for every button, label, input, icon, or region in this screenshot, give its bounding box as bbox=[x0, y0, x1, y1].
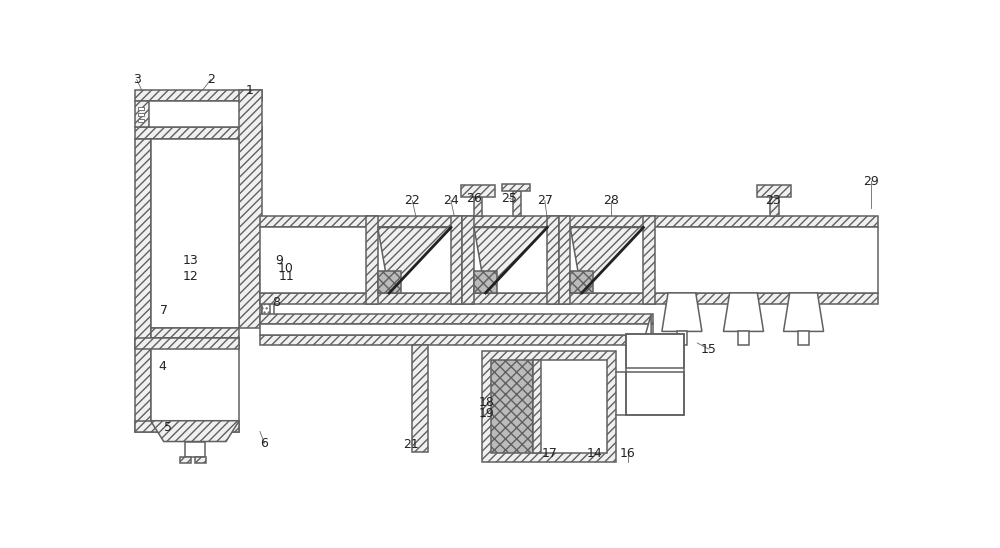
Polygon shape bbox=[784, 293, 824, 332]
Text: 8: 8 bbox=[272, 296, 280, 310]
Text: 14: 14 bbox=[587, 447, 603, 460]
Bar bbox=[151, 139, 239, 328]
Bar bbox=[502, 184, 530, 191]
Bar bbox=[195, 457, 206, 463]
Bar bbox=[770, 197, 779, 216]
Bar bbox=[643, 216, 655, 305]
Bar bbox=[474, 271, 497, 293]
Text: 7: 7 bbox=[160, 304, 168, 317]
Bar bbox=[135, 421, 239, 431]
Bar bbox=[147, 101, 251, 127]
Polygon shape bbox=[723, 293, 764, 332]
Bar bbox=[451, 216, 462, 305]
Bar bbox=[138, 119, 144, 122]
Text: 11: 11 bbox=[278, 270, 294, 283]
Text: 23: 23 bbox=[765, 194, 781, 207]
Bar bbox=[260, 273, 271, 282]
Bar bbox=[366, 216, 378, 305]
Polygon shape bbox=[474, 227, 547, 293]
Text: 15: 15 bbox=[701, 342, 717, 356]
Bar bbox=[135, 139, 151, 431]
Bar bbox=[260, 293, 878, 305]
Bar bbox=[151, 338, 239, 431]
Text: 21: 21 bbox=[403, 438, 419, 451]
Bar bbox=[262, 282, 270, 327]
Bar bbox=[260, 254, 274, 327]
Bar bbox=[151, 328, 239, 338]
Bar bbox=[260, 315, 653, 324]
Bar bbox=[461, 185, 495, 197]
Text: 26: 26 bbox=[466, 192, 482, 205]
Text: 19: 19 bbox=[478, 407, 494, 420]
Text: 6: 6 bbox=[261, 437, 268, 449]
Bar bbox=[185, 442, 205, 457]
Text: 28: 28 bbox=[603, 194, 619, 207]
Bar bbox=[412, 345, 428, 452]
Bar bbox=[474, 197, 482, 216]
Text: 4: 4 bbox=[158, 359, 166, 373]
Bar bbox=[533, 360, 607, 453]
Polygon shape bbox=[570, 227, 643, 293]
Bar bbox=[547, 216, 559, 305]
Text: 27: 27 bbox=[537, 194, 553, 207]
Text: 12: 12 bbox=[183, 270, 199, 283]
Bar bbox=[135, 127, 262, 139]
Bar bbox=[533, 360, 541, 453]
Text: 1: 1 bbox=[245, 84, 253, 97]
Polygon shape bbox=[378, 227, 451, 293]
Bar bbox=[135, 90, 262, 101]
Bar bbox=[138, 113, 144, 116]
Bar bbox=[677, 332, 687, 345]
Bar bbox=[482, 351, 616, 463]
Text: 22: 22 bbox=[405, 194, 420, 207]
Text: 3: 3 bbox=[133, 73, 141, 86]
Text: 16: 16 bbox=[620, 447, 636, 460]
Bar bbox=[512, 191, 521, 216]
Text: 24: 24 bbox=[443, 194, 459, 207]
Bar bbox=[757, 185, 791, 197]
Bar bbox=[378, 271, 401, 293]
Polygon shape bbox=[151, 421, 239, 442]
Text: 10: 10 bbox=[277, 262, 293, 275]
Bar bbox=[626, 334, 684, 415]
Text: 9: 9 bbox=[275, 254, 283, 267]
Bar bbox=[462, 216, 474, 305]
Bar bbox=[260, 254, 271, 264]
Text: 2: 2 bbox=[207, 73, 215, 86]
Bar bbox=[626, 334, 684, 368]
Bar bbox=[260, 227, 878, 293]
Bar bbox=[260, 324, 653, 335]
Bar bbox=[180, 457, 191, 463]
Bar bbox=[260, 335, 653, 345]
Bar bbox=[239, 90, 262, 328]
Text: 5: 5 bbox=[164, 421, 172, 434]
Text: 13: 13 bbox=[183, 254, 199, 267]
Bar bbox=[491, 360, 533, 453]
Bar bbox=[138, 106, 144, 110]
Bar bbox=[626, 372, 684, 415]
Text: 17: 17 bbox=[542, 447, 557, 460]
Bar bbox=[798, 332, 809, 345]
Polygon shape bbox=[646, 315, 651, 353]
Text: 25: 25 bbox=[501, 192, 517, 205]
Bar bbox=[135, 101, 149, 127]
Bar bbox=[738, 332, 749, 345]
Bar bbox=[260, 216, 878, 227]
Bar bbox=[559, 216, 570, 305]
Bar bbox=[570, 271, 593, 293]
Bar bbox=[651, 335, 666, 355]
Bar bbox=[262, 264, 270, 273]
Bar bbox=[135, 338, 239, 349]
Text: 18: 18 bbox=[478, 396, 494, 409]
Text: 29: 29 bbox=[863, 175, 878, 188]
Polygon shape bbox=[662, 293, 702, 332]
